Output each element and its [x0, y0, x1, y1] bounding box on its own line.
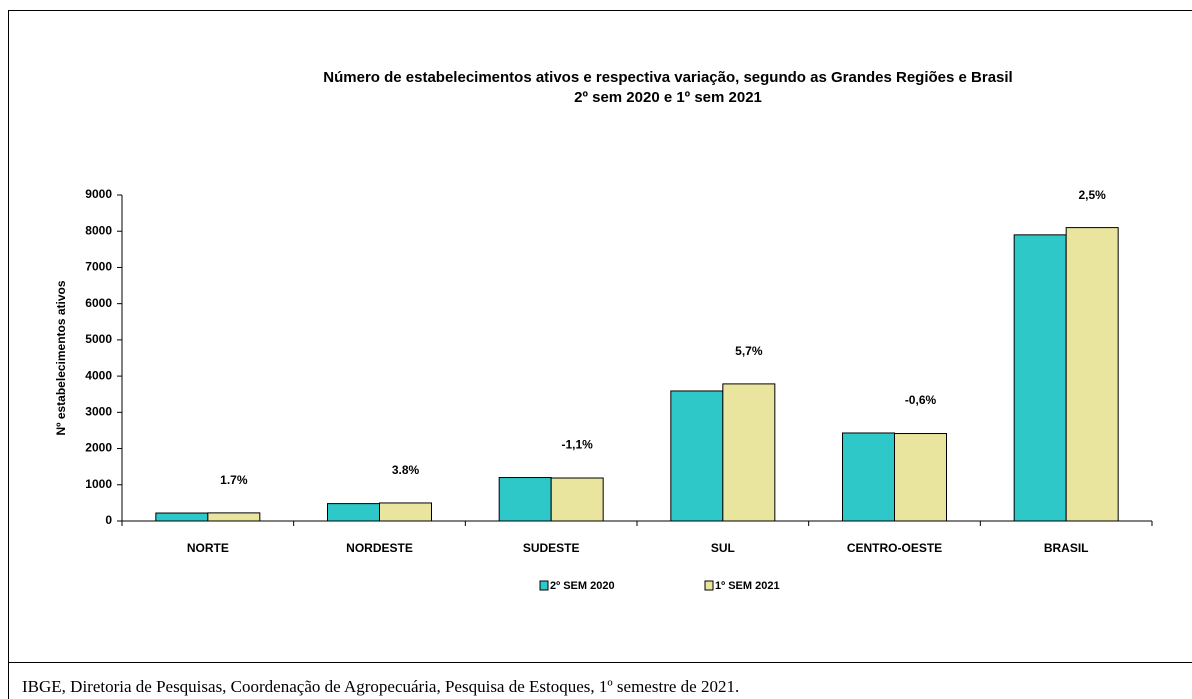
y-tick-label: 9000 [85, 187, 112, 201]
bar [327, 503, 380, 522]
y-tick-label: 6000 [85, 296, 112, 310]
bar [379, 502, 432, 522]
y-tick-label: 4000 [85, 368, 112, 382]
legend-swatch [539, 580, 549, 591]
variation-label: -1,1% [561, 438, 593, 452]
legend-label: 1º SEM 2021 [715, 580, 780, 592]
bar [207, 512, 261, 522]
x-tick-label: NORDESTE [346, 541, 413, 555]
bar [670, 390, 724, 522]
variation-label: 2,5% [1078, 188, 1106, 202]
y-tick-label: 2000 [85, 441, 112, 455]
y-tick-label: 7000 [85, 260, 112, 274]
bar [1065, 227, 1119, 522]
y-tick-label: 3000 [85, 405, 112, 419]
variation-label: -0,6% [905, 393, 937, 407]
y-tick-label: 5000 [85, 332, 112, 346]
y-tick-label: 1000 [85, 477, 112, 491]
bar [550, 477, 604, 522]
y-tick-label: 8000 [85, 223, 112, 237]
y-tick-label: 0 [105, 513, 112, 527]
bar [894, 433, 947, 522]
bar [498, 477, 552, 522]
y-axis-label: Nº estabelecimentos ativos [54, 280, 68, 435]
x-tick-label: CENTRO-OESTE [847, 541, 942, 555]
x-tick-label: BRASIL [1044, 541, 1089, 555]
variation-label: 5,7% [735, 344, 763, 358]
frame [8, 10, 1192, 699]
x-tick-label: NORTE [187, 541, 229, 555]
legend-label: 2º SEM 2020 [550, 580, 615, 592]
variation-label: 3.8% [392, 463, 420, 477]
x-tick-label: SUDESTE [523, 541, 580, 555]
source-note: IBGE, Diretoria de Pesquisas, Coordenaçã… [22, 677, 739, 696]
bar [155, 512, 209, 522]
bar [842, 432, 895, 522]
legend-swatch [704, 580, 714, 591]
x-tick-label: SUL [711, 541, 735, 555]
variation-label: 1.7% [220, 473, 248, 487]
chart-title: Número de estabelecimentos ativos e resp… [323, 69, 1012, 86]
bar [1013, 234, 1067, 522]
chart-subtitle: 2º sem 2020 e 1º sem 2021 [574, 89, 762, 106]
bar [722, 383, 776, 522]
